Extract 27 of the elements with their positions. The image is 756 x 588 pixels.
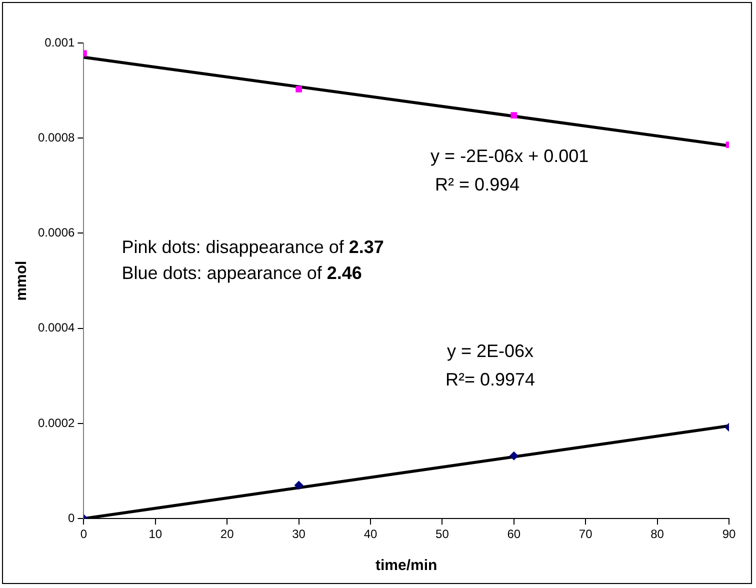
x-tick-label: 60 — [507, 527, 521, 542]
x-tick-label: 90 — [722, 527, 736, 542]
y-tick-label: 0 — [68, 510, 76, 525]
point — [296, 86, 302, 92]
x-tick-label: 50 — [436, 527, 450, 542]
x-axis-title: time/min — [376, 557, 438, 574]
y-tick-label: 0.0004 — [38, 320, 76, 335]
y-axis-title: mmol — [13, 260, 30, 301]
annotation: Blue dots: appearance of 2.46 — [122, 262, 362, 283]
annotation: y = -2E-06x + 0.001 — [430, 146, 589, 166]
annotation: R² = 0.994 — [435, 174, 520, 195]
x-tick-label: 70 — [578, 527, 593, 542]
x-tick-label: 20 — [220, 527, 234, 542]
point — [294, 480, 304, 490]
x-tick-label: 40 — [364, 527, 378, 542]
y-tick-label: 0.0006 — [38, 226, 76, 240]
y-tick-label: 0.0008 — [38, 130, 76, 144]
y-tick-label: 0.001 — [44, 35, 76, 50]
point — [509, 451, 518, 460]
x-tick-label: 0 — [80, 527, 88, 542]
x-tick-label: 30 — [292, 527, 306, 542]
annotation: Pink dots: disappearance of 2.37 — [122, 236, 384, 257]
x-tick-label: 10 — [148, 527, 162, 542]
annotation: y = 2E-06x — [446, 341, 534, 362]
x-tick-label: 80 — [650, 527, 664, 542]
y-tick-label: 0.0002 — [38, 416, 76, 430]
annotation: R²= 0.9974 — [445, 370, 536, 390]
